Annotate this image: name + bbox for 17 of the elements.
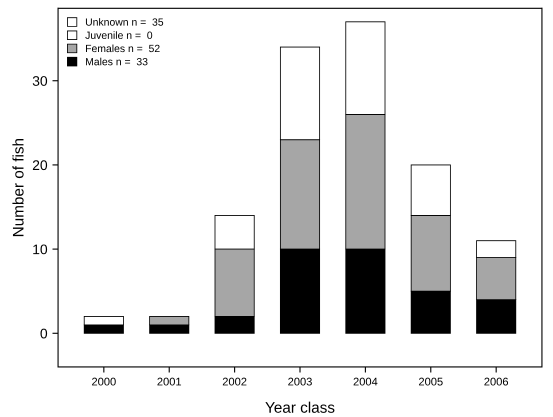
y-tick-label: 0: [40, 328, 48, 338]
x-tick-label: 2006: [484, 378, 508, 386]
y-axis-title: Number of fish: [12, 138, 24, 236]
legend-label: Unknown n = 35: [86, 18, 164, 26]
x-tick-label: 2005: [418, 378, 443, 386]
legend-label: Females n = 52: [86, 44, 160, 52]
x-tick-label: 2001: [157, 378, 182, 386]
x-tick-label: 2000: [92, 378, 116, 386]
x-tick-label: 2004: [354, 378, 378, 386]
legend-label: Juvenile n = 0: [85, 31, 152, 39]
y-tick-label: 30: [32, 76, 48, 86]
x-tick-label: 2003: [288, 378, 312, 386]
legend-label: Males n = 33: [86, 58, 148, 66]
x-tick-label: 2002: [222, 378, 246, 386]
y-tick-label: 20: [32, 160, 48, 170]
x-axis-title: Year class: [265, 402, 334, 413]
y-tick-label: 10: [33, 244, 48, 254]
